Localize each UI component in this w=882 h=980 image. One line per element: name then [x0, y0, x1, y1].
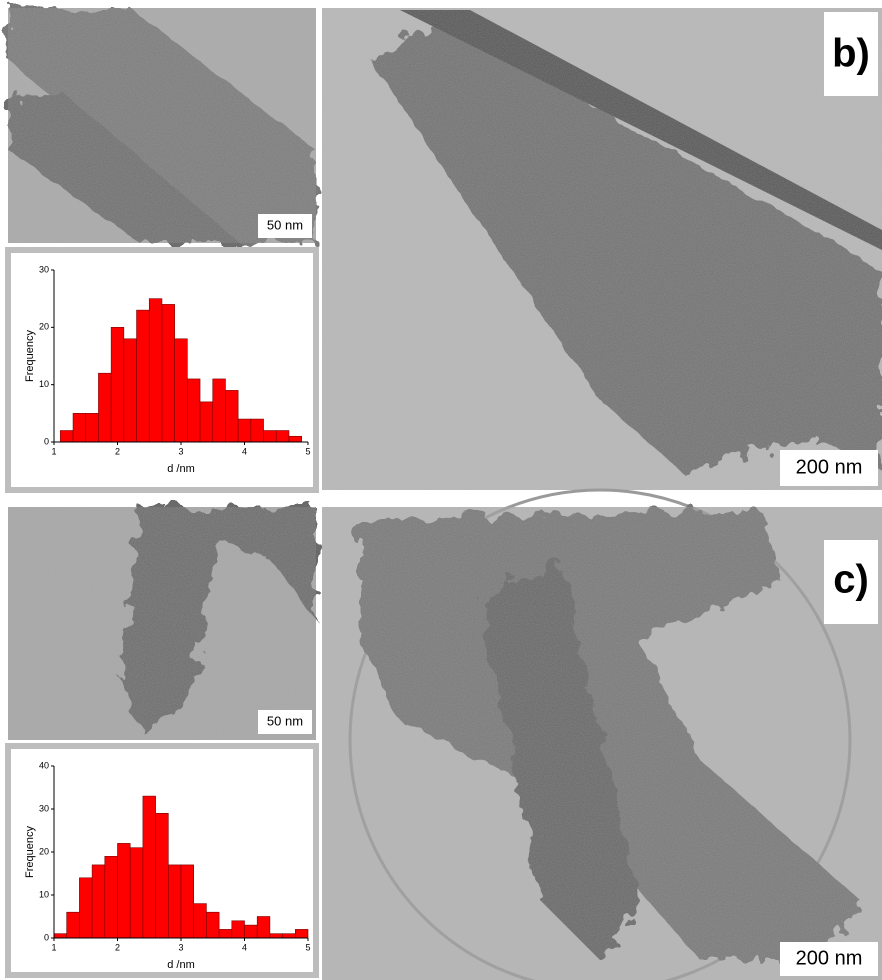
bar: [129, 847, 144, 939]
y-tick-label: 20: [39, 846, 49, 856]
bar: [275, 430, 290, 443]
bar: [237, 418, 252, 443]
x-tick-label: 5: [305, 942, 310, 952]
bar: [282, 933, 296, 939]
bar: [225, 390, 239, 443]
bar: [193, 903, 207, 939]
y-tick-label: 30: [39, 264, 49, 274]
bar: [294, 929, 309, 939]
x-axis-label: d /nm: [167, 463, 195, 475]
y-tick-label: 30: [39, 803, 49, 813]
x-tick-label: 2: [115, 942, 120, 952]
bar: [199, 401, 214, 443]
bar: [155, 812, 169, 939]
bar: [250, 418, 264, 443]
y-tick-label: 20: [39, 322, 49, 332]
x-tick-label: 5: [305, 446, 310, 456]
x-axis-label: d /nm: [167, 959, 195, 971]
bar: [244, 924, 258, 939]
y-axis-label: Frequency: [24, 826, 36, 878]
x-tick-label: 4: [242, 446, 247, 456]
bar: [218, 929, 233, 939]
bar: [98, 372, 112, 443]
y-tick-label: 40: [39, 760, 49, 770]
tem-image: 50 nm: [8, 8, 316, 243]
tem-image: c) 200 nm: [322, 488, 882, 980]
bar: [256, 916, 271, 939]
bar: [148, 298, 163, 443]
y-tick-label: 0: [44, 436, 49, 446]
bar: [263, 430, 277, 443]
x-tick-label: 2: [115, 446, 120, 456]
x-tick-label: 1: [51, 446, 56, 456]
bar: [72, 413, 87, 443]
bar: [136, 309, 150, 443]
bar: [161, 304, 175, 443]
bar: [60, 430, 74, 443]
x-tick-label: 4: [242, 942, 247, 952]
x-tick-label: 1: [51, 942, 56, 952]
y-tick-label: 0: [44, 932, 49, 942]
tem-image: b) 200 nm: [322, 8, 882, 490]
bar: [85, 413, 99, 443]
bar: [168, 864, 182, 939]
bar: [187, 378, 201, 443]
bar: [174, 338, 188, 443]
panel-label: b): [832, 32, 870, 76]
y-tick-label: 10: [39, 379, 49, 389]
bar: [104, 855, 118, 939]
bar: [180, 864, 194, 939]
bar: [269, 933, 283, 939]
y-axis-label: Frequency: [24, 330, 36, 382]
bar: [142, 795, 156, 939]
bar: [66, 911, 80, 939]
bar: [117, 843, 131, 939]
bar: [231, 920, 245, 939]
scale-bar-label: 50 nm: [267, 713, 303, 728]
bar: [79, 877, 93, 939]
bar: [288, 435, 302, 443]
scale-bar-label: 50 nm: [267, 217, 303, 232]
scale-bar-label: 200 nm: [796, 947, 863, 969]
scale-bar-label: 200 nm: [796, 456, 863, 478]
bar: [206, 911, 220, 939]
panel-label: c): [833, 558, 869, 602]
bar: [91, 864, 106, 939]
bar: [110, 327, 125, 443]
bar: [212, 378, 226, 443]
tem-image: 50 nm: [8, 507, 316, 740]
x-tick-label: 3: [178, 446, 183, 456]
histogram-panel: [5, 247, 319, 493]
x-tick-label: 3: [178, 942, 183, 952]
y-tick-label: 10: [39, 889, 49, 899]
bar: [53, 933, 67, 939]
bar: [123, 338, 137, 443]
